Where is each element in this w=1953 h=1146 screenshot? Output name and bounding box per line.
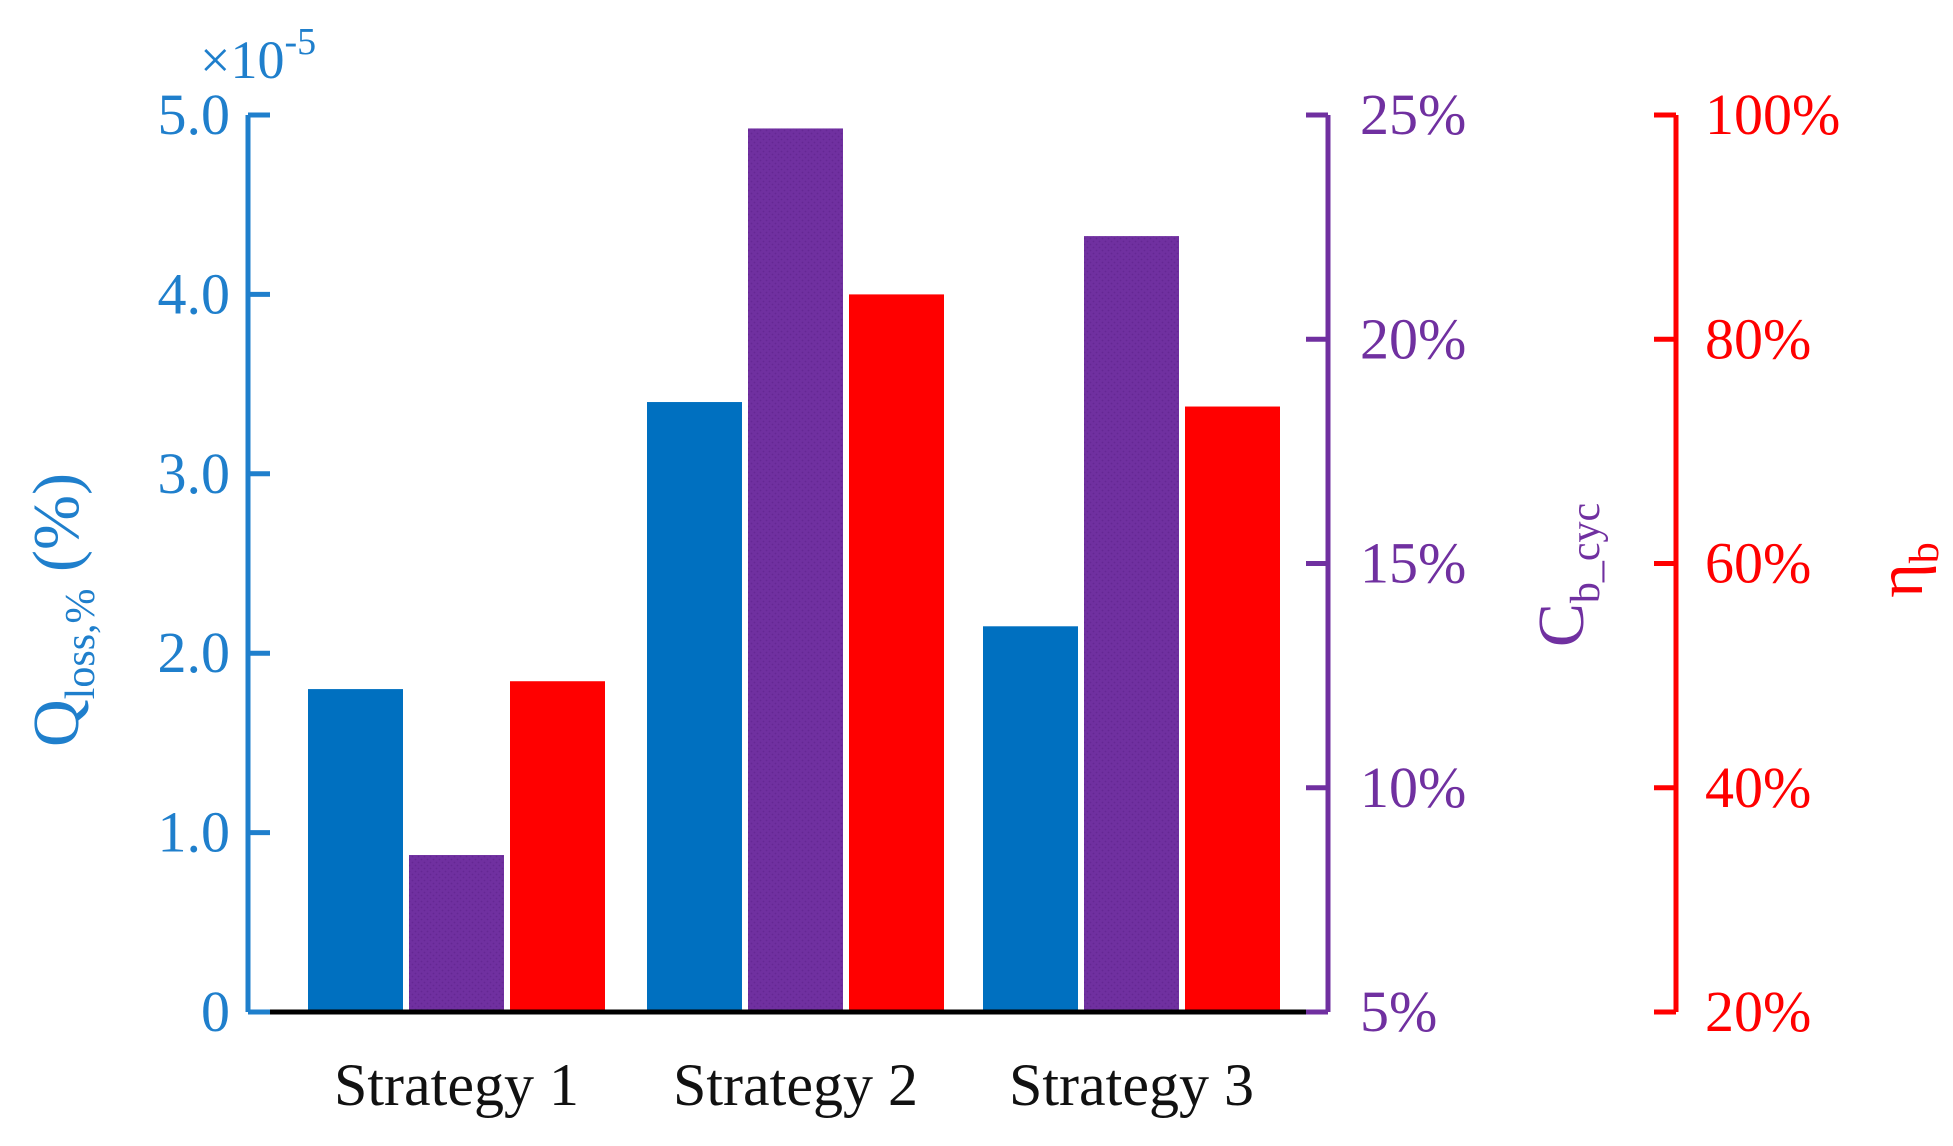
c-cyc-axis-label: Cb_cyc [1525, 503, 1609, 647]
q-loss-label-main: Q [20, 699, 93, 747]
multiplier-exponent: -5 [284, 21, 316, 63]
axis-left-tick-label-5: 5.0 [158, 82, 231, 147]
category-labels: Strategy 1 Strategy 2 Strategy 3 [334, 1052, 1254, 1118]
bar-texture-3 [1084, 236, 1179, 1013]
bar-eta-3 [1185, 406, 1280, 1012]
c-cyc-label-main: C [1525, 603, 1598, 647]
q-loss-axis-label: Qloss,% (%) [20, 473, 104, 747]
bar-q_loss-3 [983, 626, 1078, 1012]
axis-left-tick-label-1: 1.0 [158, 800, 231, 865]
bar-eta-1 [510, 681, 605, 1012]
category-label-3: Strategy 3 [1009, 1052, 1254, 1118]
axis-right-tick-label-2: 60% [1705, 531, 1811, 596]
axis-left-tick-label-3: 3.0 [158, 441, 231, 506]
eta-label-main: η [1864, 563, 1937, 598]
q-loss-multiplier: ×10-5 [200, 21, 316, 90]
bar-texture-2 [748, 128, 843, 1012]
category-label-2: Strategy 2 [673, 1052, 918, 1118]
multiplier-base: ×10 [200, 30, 284, 90]
axis-right-tick-label-0: 20% [1705, 979, 1811, 1044]
axis-right-tick-label-3: 80% [1705, 306, 1811, 371]
axis-q-loss: 0 1.0 2.0 3.0 4.0 5.0 [158, 82, 270, 1044]
axis-left-tick-label-2: 2.0 [158, 620, 231, 685]
axis-mid-tick-label-0: 5% [1360, 979, 1437, 1044]
bar-q_loss-1 [308, 689, 403, 1012]
axis-c-cyc: 5% 10% 15% 20% 25% [1306, 82, 1466, 1044]
axis-left-tick-label-0: 0 [201, 979, 230, 1044]
axis-mid-tick-label-1: 10% [1360, 755, 1466, 820]
axis-mid-tick-label-4: 25% [1360, 82, 1466, 147]
axis-mid-tick-label-3: 20% [1360, 306, 1466, 371]
q-loss-label-sub: loss,% [58, 588, 104, 699]
bar-eta-2 [849, 294, 944, 1012]
bar-texture-1 [409, 855, 504, 1012]
axis-right-tick-label-1: 40% [1705, 755, 1811, 820]
eta-axis-label: ηb [1864, 542, 1948, 598]
bar-q_loss-2 [647, 402, 742, 1012]
axis-eta: 20% 40% 60% 80% 100% [1654, 82, 1840, 1044]
axis-left-tick-label-4: 4.0 [158, 261, 231, 326]
c-cyc-label-sub: b_cyc [1563, 503, 1609, 603]
category-label-1: Strategy 1 [334, 1052, 579, 1118]
q-loss-label-suffix: (%) [20, 473, 93, 588]
axis-right-tick-label-4: 100% [1705, 82, 1840, 147]
axis-mid-tick-label-2: 15% [1360, 531, 1466, 596]
bars [308, 128, 1280, 1013]
eta-label-sub: b [1902, 542, 1948, 563]
